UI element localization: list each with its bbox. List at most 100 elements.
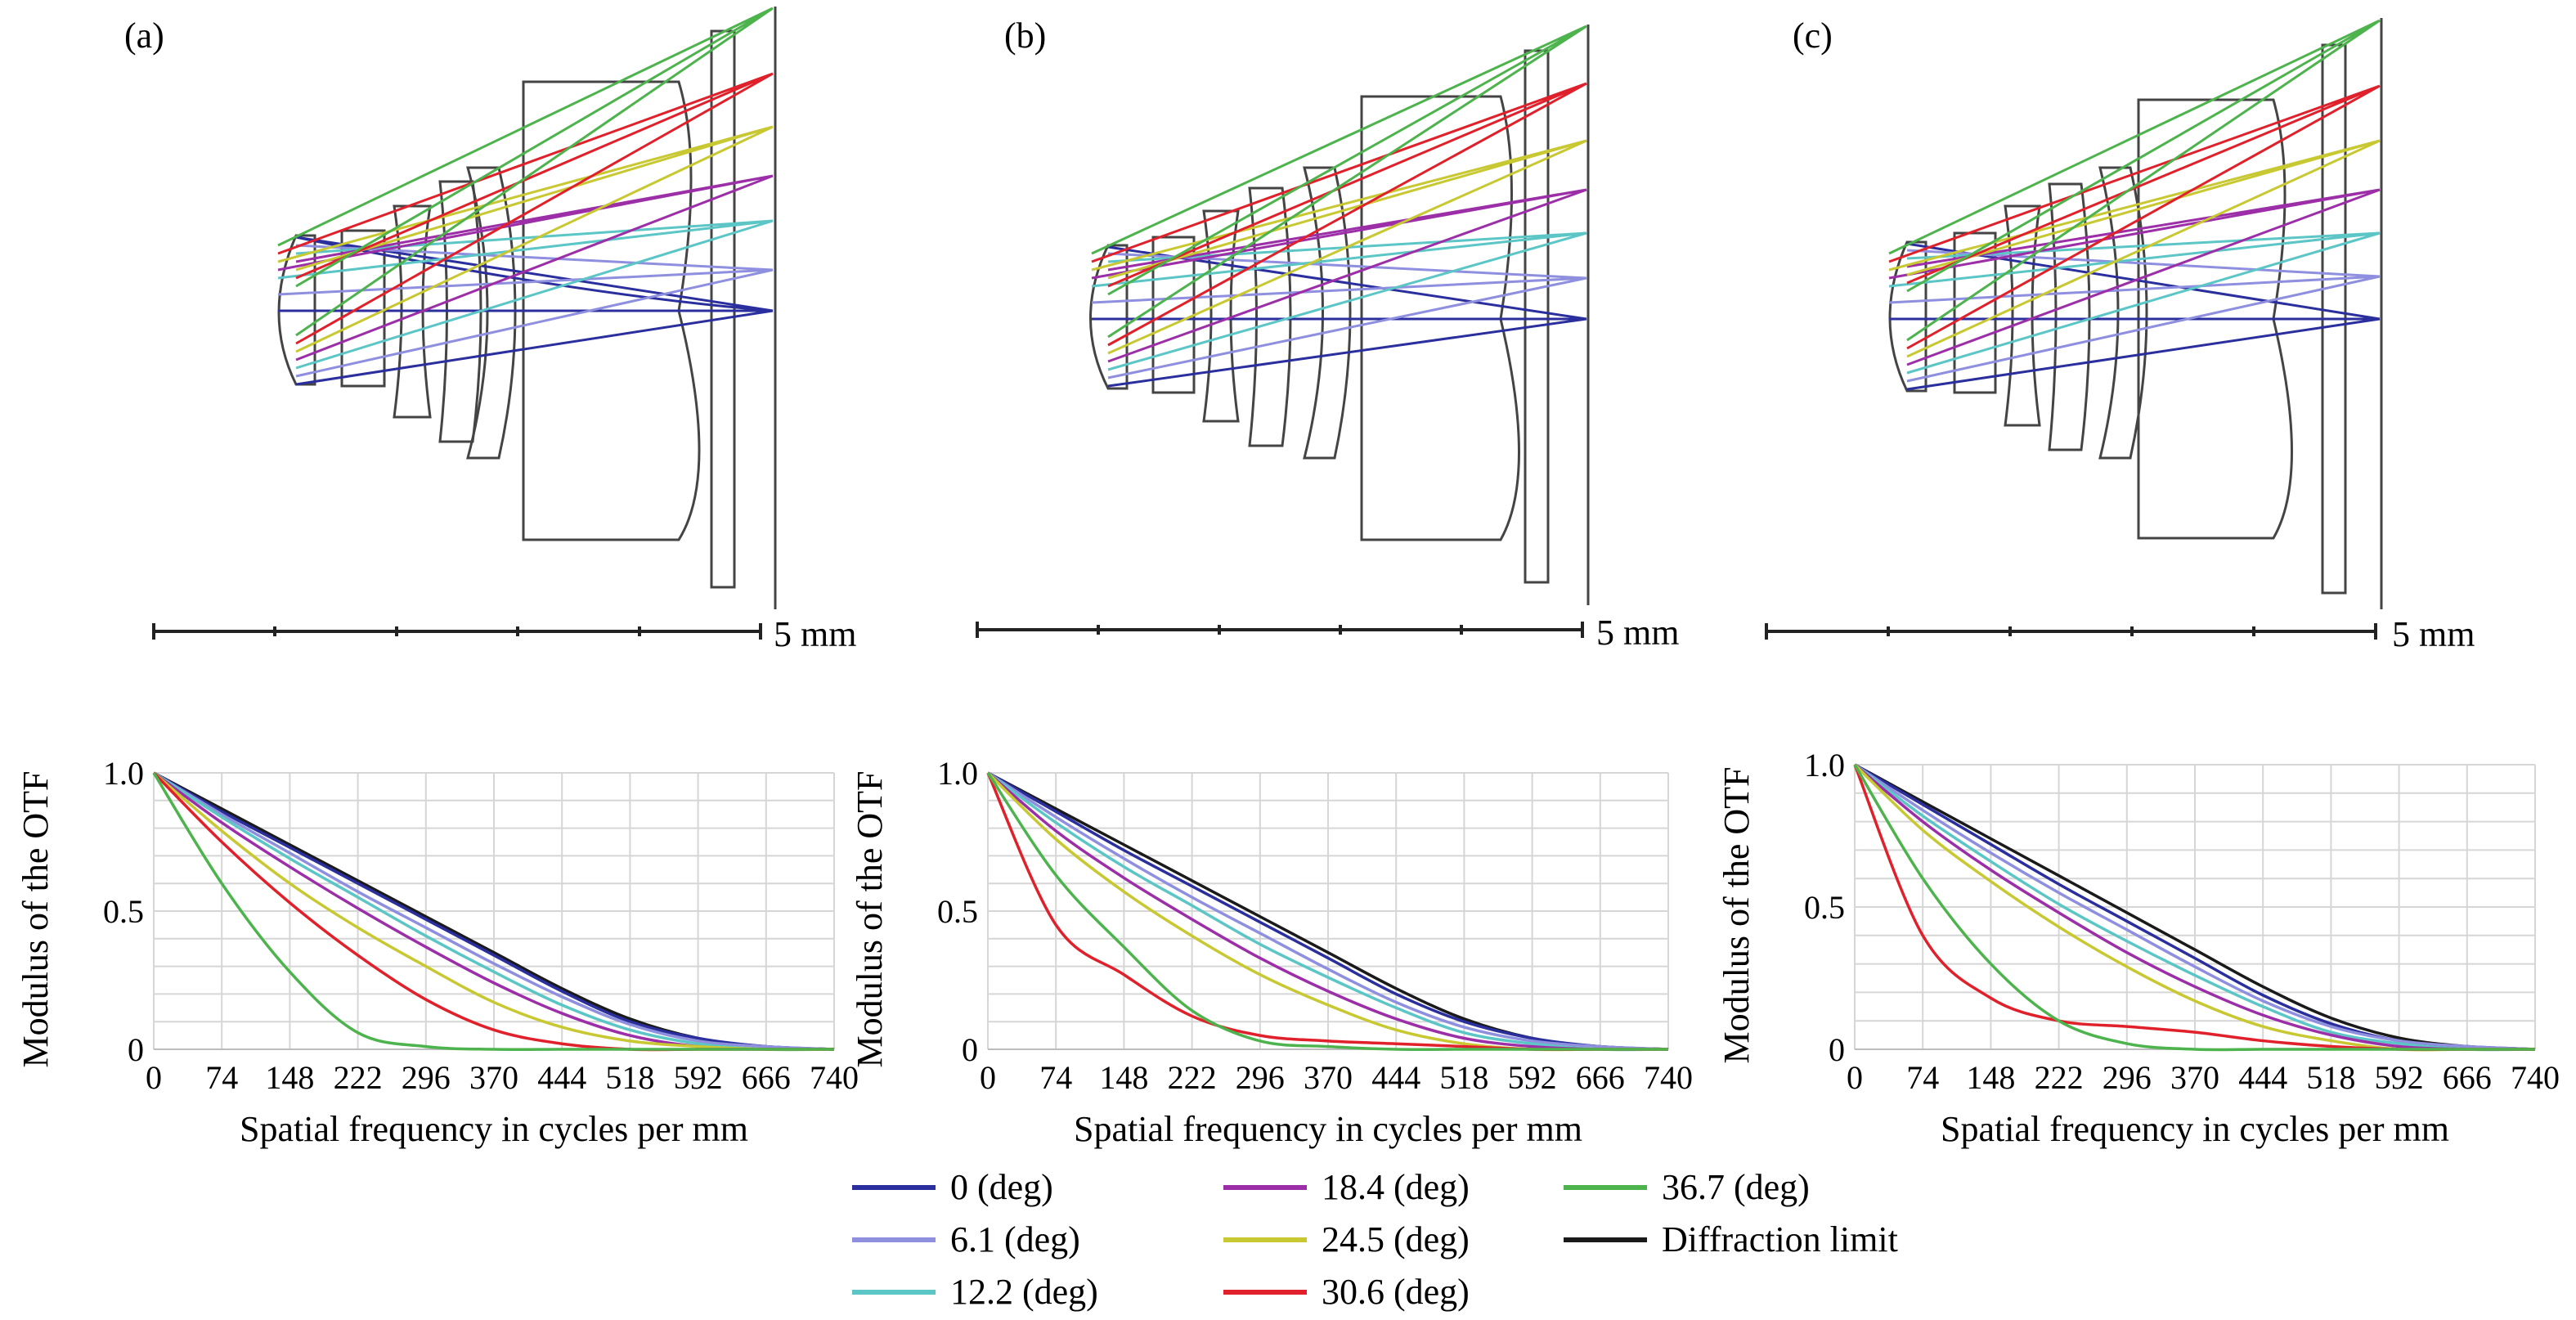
x-tick-label: 740 (810, 1059, 859, 1096)
x-axis-title: Spatial frequency in cycles per mm (1074, 1109, 1582, 1149)
legend-label: Diffraction limit (1662, 1219, 1898, 1259)
series-group-c (1853, 763, 2536, 1052)
x-tick-label: 592 (674, 1059, 723, 1096)
series-line-36-7-deg (1853, 764, 2535, 1052)
lens-diagrams: (a) (124, 7, 2475, 654)
x-tick-label: 444 (1371, 1059, 1420, 1096)
series-line-12-2-deg (153, 771, 835, 1052)
legend-label: 18.4 (deg) (1322, 1167, 1470, 1207)
grid-b (987, 772, 1669, 1050)
legend-item-30-6-deg: 30.6 (deg) (1223, 1272, 1470, 1312)
series-line-0-deg (987, 771, 1669, 1051)
x-tick-label: 222 (334, 1059, 383, 1096)
y-tick-label: 1.0 (937, 755, 978, 792)
scale-bar-b (976, 622, 1584, 638)
series-line-12-2-deg (986, 771, 1669, 1052)
legend-label: 6.1 (deg) (950, 1219, 1080, 1259)
scale-label-c: 5 mm (2392, 614, 2475, 654)
x-tick-label: 0 (1847, 1059, 1863, 1096)
legend-label: 0 (deg) (950, 1167, 1053, 1207)
x-tick-label: 740 (2511, 1059, 2560, 1096)
y-tick-label: 0 (1829, 1031, 1845, 1068)
legend-item-36-7-deg: 36.7 (deg) (1564, 1167, 1810, 1207)
series-line-36-7-deg (986, 772, 1668, 1051)
ray-fan-c (1888, 19, 2381, 391)
lens-diagram-a: (a) (124, 7, 856, 654)
y-axis-title: Modulus of the OTF (850, 771, 890, 1068)
x-tick-label: 592 (1508, 1059, 1557, 1096)
lens-elements-a (277, 7, 777, 609)
scale-label-a: 5 mm (774, 614, 856, 654)
legend-label: 36.7 (deg) (1662, 1167, 1810, 1207)
lens-elements-c (1888, 18, 2383, 609)
x-tick-label: 740 (1644, 1059, 1693, 1096)
x-tick-label: 74 (1906, 1059, 1939, 1096)
x-tick-label: 148 (1966, 1059, 2015, 1096)
x-tick-label: 0 (146, 1059, 162, 1096)
x-tick-label: 296 (2103, 1059, 2152, 1096)
mtf-chart-c: 0 74 148 222 296 370 444 518 592 666 740 0 0.5 1.0 Spa… (1717, 747, 2560, 1149)
series-line-12-2-deg (1853, 763, 2536, 1052)
y-tick-label: 1.0 (1804, 747, 1845, 783)
legend-item-12-2-deg: 12.2 (deg) (852, 1272, 1098, 1312)
panel-label-a: (a) (124, 16, 164, 56)
legend-item-18-4-deg: 18.4 (deg) (1223, 1167, 1470, 1207)
series-group-b (986, 771, 1669, 1052)
x-tick-label: 148 (265, 1059, 314, 1096)
x-tick-label: 0 (980, 1059, 996, 1096)
lens-diagram-b: (b) (976, 16, 1679, 653)
legend-item-24-5-deg: 24.5 (deg) (1223, 1219, 1470, 1259)
x-tick-label: 666 (1576, 1059, 1625, 1096)
y-tick-label: 0.5 (937, 893, 978, 930)
grid-a (153, 772, 835, 1050)
grid-c (1854, 764, 2536, 1050)
x-tick-label: 518 (2306, 1059, 2355, 1096)
y-axis-title: Modulus of the OTF (16, 771, 56, 1068)
x-tick-label: 74 (205, 1059, 238, 1096)
x-tick-label: 370 (1304, 1059, 1353, 1096)
y-axis-title: Modulus of the OTF (1717, 767, 1757, 1064)
x-tick-label: 222 (1168, 1059, 1217, 1096)
series-line-36-7-deg (152, 772, 834, 1051)
scale-label-b: 5 mm (1596, 613, 1679, 653)
legend-item-6-1-deg: 6.1 (deg) (852, 1219, 1080, 1259)
legend: 0 (deg) 6.1 (deg) 12.2 (deg) 18.4 (deg) 24.5… (852, 1167, 1898, 1312)
legend-label: 30.6 (deg) (1322, 1272, 1470, 1312)
series-line-6-1-deg (153, 771, 835, 1051)
series-line-6-1-deg (1854, 763, 2536, 1051)
x-axis-title: Spatial frequency in cycles per mm (1941, 1109, 2449, 1149)
panel-label-c: (c) (1793, 16, 1833, 56)
x-tick-label: 148 (1099, 1059, 1148, 1096)
series-line-24-5-deg (152, 771, 835, 1051)
ray-fan-b (1091, 25, 1587, 388)
mtf-chart-a: 0 74 148 222 296 370 444 518 592 666 740 0 0.5 1.0 Spa… (16, 755, 859, 1149)
y-tick-label: 0.5 (103, 893, 144, 930)
x-tick-label: 370 (469, 1059, 518, 1096)
legend-item-0-deg: 0 (deg) (852, 1167, 1053, 1207)
x-tick-label: 444 (537, 1059, 586, 1096)
legend-item-diffraction-limit: Diffraction limit (1564, 1219, 1898, 1259)
x-tick-label: 518 (1439, 1059, 1488, 1096)
scale-bar-a (152, 623, 762, 640)
legend-label: 12.2 (deg) (950, 1272, 1098, 1312)
y-tick-label: 0.5 (1804, 889, 1845, 926)
series-group-a (152, 771, 835, 1052)
x-tick-label: 666 (2443, 1059, 2492, 1096)
series-line-0-deg (153, 771, 835, 1051)
y-tick-label: 0 (962, 1031, 978, 1068)
y-tick-label: 0 (128, 1031, 144, 1068)
x-tick-label: 296 (1236, 1059, 1285, 1096)
x-tick-label: 518 (605, 1059, 654, 1096)
ray-fan-a (277, 7, 774, 386)
panel-label-b: (b) (1004, 16, 1046, 56)
x-tick-label: 592 (2375, 1059, 2424, 1096)
series-line-diffraction-limit (1854, 763, 2536, 1051)
x-tick-label: 222 (2035, 1059, 2084, 1096)
series-line-6-1-deg (987, 771, 1669, 1051)
scale-bar-c (1765, 623, 2377, 640)
x-tick-label: 666 (742, 1059, 791, 1096)
lens-diagram-c: (c) (1765, 16, 2475, 654)
series-line-18-4-deg (986, 771, 1669, 1051)
y-tick-label: 1.0 (103, 755, 144, 792)
